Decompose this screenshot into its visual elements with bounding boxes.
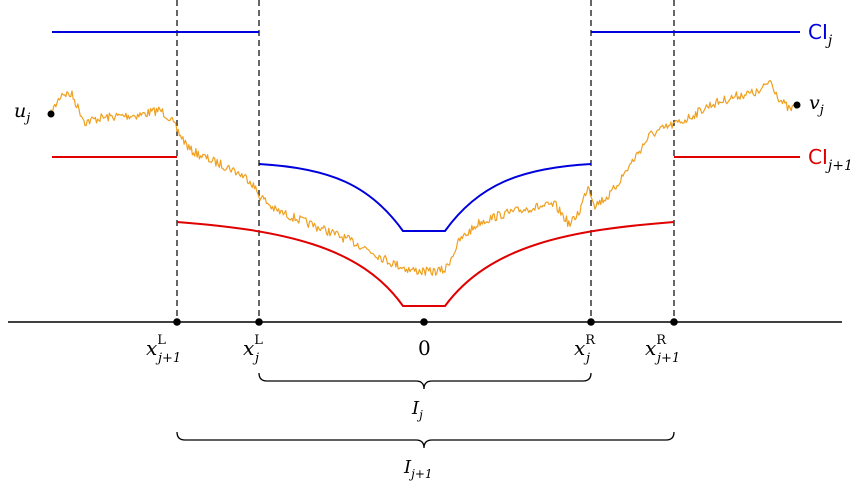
interval-outer-label: Ij+1 xyxy=(403,457,433,481)
ci-j-label: CIj xyxy=(808,20,833,49)
ci-j-valley xyxy=(258,163,592,232)
brace-outer xyxy=(176,431,675,449)
tick-origin xyxy=(420,318,428,326)
axis-ticks xyxy=(173,318,678,326)
tick-x-right-inner xyxy=(587,318,595,326)
endpoint-u-dot xyxy=(47,110,55,118)
interval-inner-label: Ij xyxy=(411,398,423,422)
ci-j1-curve xyxy=(52,156,800,307)
endpoint-v-label: vj xyxy=(809,92,824,118)
tick-x-right-outer xyxy=(670,318,678,326)
brace-inner xyxy=(258,372,592,390)
label-x-right-outer: xR j+1 xyxy=(645,333,680,366)
endpoint-u-label: uj xyxy=(14,100,30,126)
label-x-left-outer: xL j+1 xyxy=(146,333,181,366)
label-x-left-inner: xL j xyxy=(243,333,263,366)
tick-x-left-outer xyxy=(173,318,181,326)
random-walk-path xyxy=(50,79,798,276)
label-origin: 0 xyxy=(418,336,431,360)
endpoint-v-dot xyxy=(793,101,801,109)
tick-x-left-inner xyxy=(255,318,263,326)
guide-lines xyxy=(176,0,675,322)
ci-j1-valley xyxy=(176,221,675,307)
ci-j-curve xyxy=(52,31,800,232)
ci-j1-label: CIj+1 xyxy=(808,145,853,174)
label-x-right-inner: xR j xyxy=(574,333,596,366)
